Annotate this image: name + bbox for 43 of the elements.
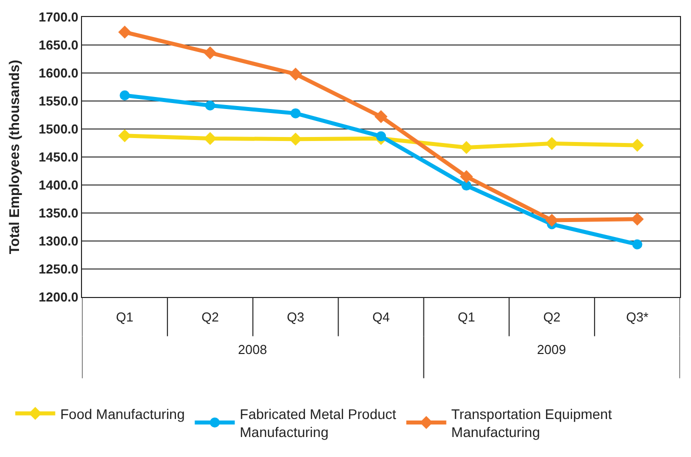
x-tick-label: Q4 bbox=[372, 310, 390, 325]
point bbox=[630, 138, 644, 152]
y-tick-label: 1650.0 bbox=[38, 38, 78, 53]
y-tick-label: 1600.0 bbox=[38, 66, 78, 81]
point bbox=[118, 26, 132, 39]
point bbox=[461, 180, 472, 191]
point bbox=[289, 68, 302, 81]
text: 2008 bbox=[238, 342, 267, 357]
point bbox=[545, 137, 558, 150]
point bbox=[460, 170, 473, 184]
point bbox=[290, 108, 301, 118]
y-tick-label: 1200.0 bbox=[38, 290, 78, 305]
x-tick-label: Q2 bbox=[543, 310, 561, 325]
point bbox=[632, 239, 642, 250]
point bbox=[289, 132, 302, 146]
y-tick-label: 1450.0 bbox=[38, 150, 78, 165]
y-tick-label: 1700.0 bbox=[38, 10, 78, 25]
point bbox=[204, 132, 217, 146]
legend-label: Food Manufacturing bbox=[60, 406, 185, 422]
x-tick-label: Q3* bbox=[626, 310, 648, 325]
point bbox=[205, 100, 216, 110]
point bbox=[374, 110, 388, 124]
point bbox=[376, 131, 386, 142]
y-tick-label: 1400.0 bbox=[38, 178, 78, 193]
point bbox=[545, 214, 558, 227]
y-tick-label: 1500.0 bbox=[38, 122, 78, 137]
y-tick-label: 1250.0 bbox=[38, 262, 78, 277]
y-tick-label: 1300.0 bbox=[38, 234, 78, 249]
x-tick-label: Q3 bbox=[286, 310, 304, 325]
point bbox=[204, 46, 217, 60]
point bbox=[460, 140, 473, 154]
point bbox=[120, 90, 130, 100]
legend-label: Fabricated Metal Product Manufacturing bbox=[240, 406, 396, 440]
y-axis-title: Total Employees (thousands) bbox=[6, 60, 22, 254]
x-tick-label: Q1 bbox=[458, 310, 476, 325]
y-tick-label: 1550.0 bbox=[38, 94, 78, 109]
point bbox=[630, 212, 644, 226]
point bbox=[118, 129, 132, 142]
x-tick-label: Q2 bbox=[201, 310, 219, 325]
x-tick-label: Q1 bbox=[116, 310, 134, 325]
y-tick-label: 1350.0 bbox=[38, 206, 78, 221]
legend-label: Transportation Equipment Manufacturing bbox=[451, 406, 612, 440]
text: 2009 bbox=[537, 342, 566, 357]
